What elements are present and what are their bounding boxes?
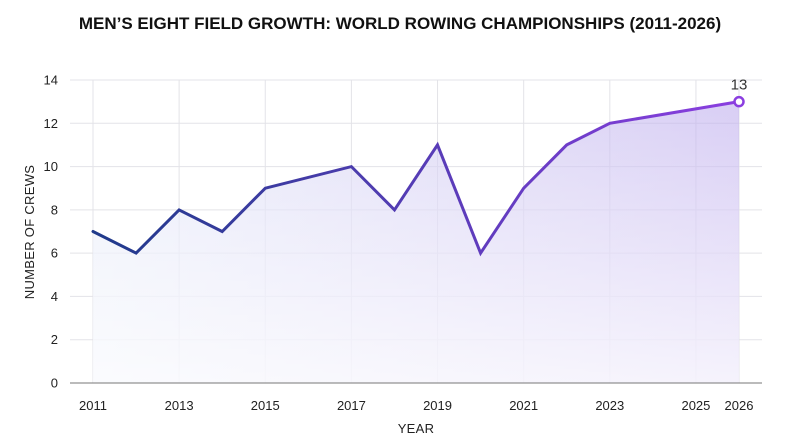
x-tick-label: 2021 [509,398,538,413]
x-tick-label: 2017 [337,398,366,413]
x-tick-label: 2015 [251,398,280,413]
y-axis-title: NUMBER OF CREWS [22,165,37,300]
y-tick-label: 12 [44,116,58,131]
x-axis-title: YEAR [398,421,435,436]
x-tick-label: 2025 [681,398,710,413]
end-point-marker [733,95,745,108]
chart-title: MEN’S EIGHT FIELD GROWTH: WORLD ROWING C… [79,14,721,33]
series-line [91,95,745,257]
x-tick-label: 2019 [423,398,452,413]
area-fill-fade [93,101,739,383]
end-value-label: 13 [731,77,748,94]
x-tick-label: 2023 [595,398,624,413]
x-tick-label: 2026 [725,398,754,413]
area-fill [93,101,739,383]
tick-labels: 0 2 4 6 8 10 12 14 2011 2013 2015 2017 2019 2021 2023 2… [44,73,754,414]
y-tick-label: 4 [51,289,58,304]
x-tick-label: 2013 [165,398,194,413]
y-tick-label: 10 [44,159,58,174]
x-tick-label: 2011 [79,398,107,413]
series-line-path [91,100,741,257]
y-tick-label: 14 [44,73,58,88]
y-tick-label: 8 [51,202,58,217]
y-tick-label: 6 [51,246,58,261]
y-tick-label: 0 [51,376,58,391]
y-tick-label: 2 [51,332,58,347]
